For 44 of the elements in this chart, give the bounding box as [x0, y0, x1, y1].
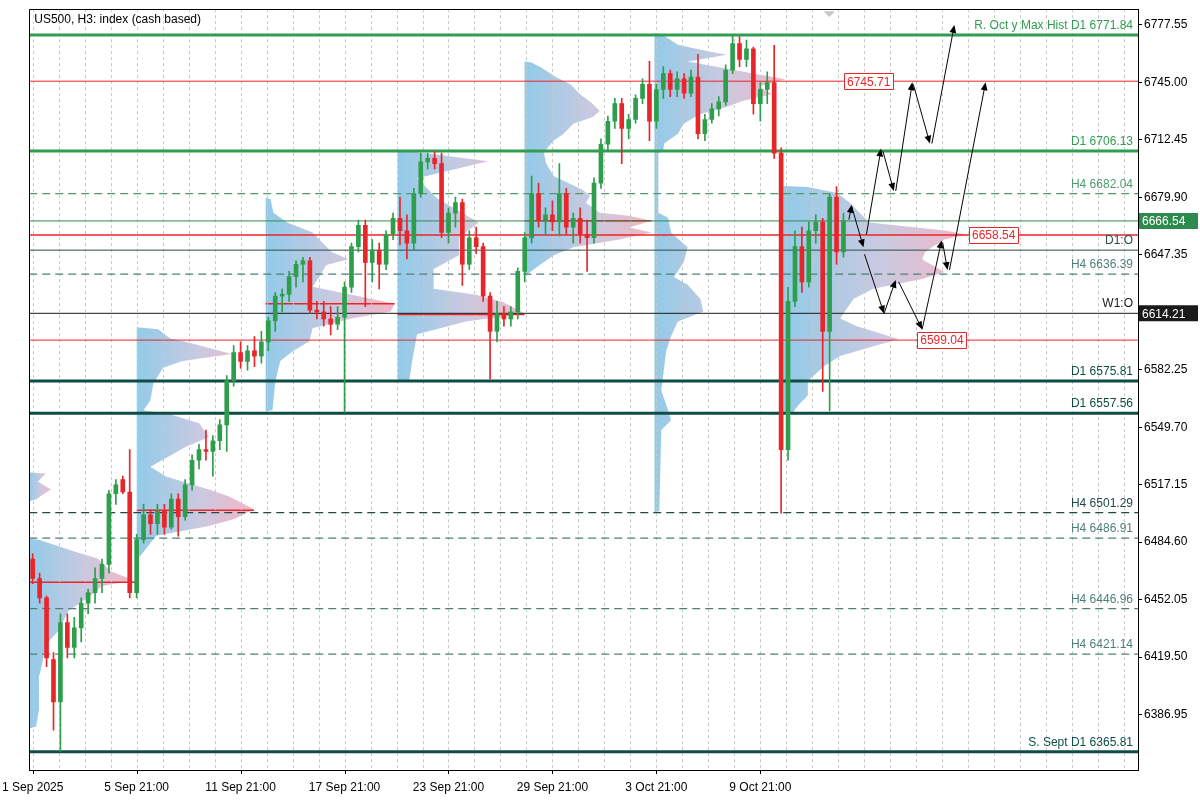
ref-line-label: H4 6501.29	[1070, 495, 1134, 510]
y-tick-label: 6666.54	[1142, 214, 1186, 229]
x-tick-label: 1 Sep 2025	[2, 779, 64, 794]
ref-line-label: D1 6557.56	[1070, 396, 1134, 411]
ref-line-label: H4 6421.14	[1070, 637, 1134, 652]
ref-line-label: D1 6575.81	[1070, 364, 1134, 379]
y-tick-label: 6517.15	[1144, 476, 1188, 491]
y-tick-label: 6386.95	[1144, 706, 1188, 721]
candlestick	[279, 288, 285, 313]
ref-line-label: 6745.71	[846, 74, 891, 89]
ref-line-label: 6599.04	[920, 333, 964, 348]
ref-line-label: W1:O	[1102, 296, 1133, 311]
x-tick-label: 5 Sep 21:00	[104, 779, 170, 794]
y-tick-label: 6647.35	[1144, 247, 1188, 262]
candlestick	[300, 256, 306, 283]
y-tick-label: 6614.21	[1142, 306, 1186, 321]
x-tick-label: 9 Oct 21:00	[729, 779, 792, 794]
x-tick-label: 17 Sep 21:00	[308, 779, 381, 794]
ref-line-label: S. Sept D1 6365.81	[1028, 734, 1134, 749]
candlestick	[203, 429, 209, 461]
y-tick-label: 6582.25	[1144, 362, 1188, 377]
ref-line-label: H4 6682.04	[1070, 176, 1134, 191]
x-tick-label: 29 Sep 21:00	[516, 779, 589, 794]
chart-title: US500, H3: index (cash based)	[34, 11, 201, 26]
y-tick-label: 6419.50	[1144, 649, 1188, 664]
ref-line-label: H4 6486.91	[1070, 521, 1134, 536]
y-tick-label: 6679.90	[1144, 189, 1188, 204]
ref-line-label: H4 6636.39	[1070, 257, 1134, 272]
x-tick-label: 23 Sep 21:00	[412, 779, 485, 794]
ref-line-label: 6658.54	[972, 228, 1016, 243]
candlestick	[314, 301, 320, 320]
ref-line-label: R. Oct y Max Hist D1 6771.84	[974, 18, 1134, 33]
ref-line-label: D1:O	[1104, 233, 1133, 248]
y-tick-label: 6745.00	[1144, 74, 1188, 89]
ref-line-label: D1 6706.13	[1070, 134, 1134, 149]
y-tick-label: 6484.60	[1144, 534, 1188, 549]
y-tick-label: 6452.05	[1144, 591, 1188, 606]
y-tick-label: 6549.70	[1144, 419, 1188, 434]
y-tick-label: 6777.55	[1144, 17, 1188, 32]
x-tick-label: 3 Oct 21:00	[625, 779, 688, 794]
y-tick-label: 6712.45	[1144, 132, 1188, 147]
candlestick	[328, 306, 334, 336]
ref-line-label: H4 6446.96	[1070, 591, 1134, 606]
x-tick-label: 11 Sep 21:00	[205, 779, 277, 794]
